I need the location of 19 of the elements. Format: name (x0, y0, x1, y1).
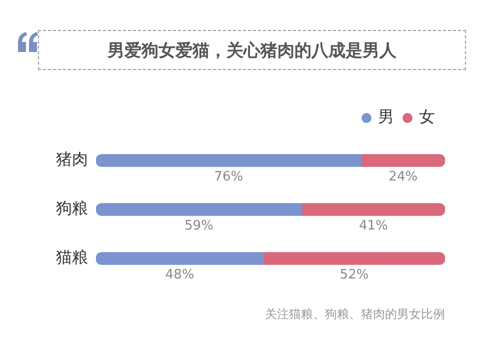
bar (360, 154, 445, 167)
chart-title: 男爱狗女爱猫，关心猪肉的八成是男人 (38, 30, 466, 70)
y-tick-label: 猪肉 (56, 150, 88, 169)
y-tick-label: 狗粮 (56, 198, 88, 218)
data-label: 48% (165, 267, 194, 282)
data-label: 76% (214, 169, 244, 184)
data-label: 41% (359, 218, 388, 234)
bar (263, 252, 445, 265)
data-label: 59% (184, 218, 214, 234)
bar (96, 252, 264, 265)
data-label: 52% (340, 267, 369, 282)
legend-label: 男 (378, 107, 394, 126)
bar (302, 203, 445, 216)
y-tick-label: 猫粮 (56, 248, 88, 267)
legend-label: 女 (419, 107, 435, 126)
bar (96, 203, 302, 216)
text: 关注猫粮、狗粮、猪肉的男女比例 (265, 306, 445, 323)
bar (96, 154, 362, 167)
data-label: 24% (388, 169, 418, 184)
